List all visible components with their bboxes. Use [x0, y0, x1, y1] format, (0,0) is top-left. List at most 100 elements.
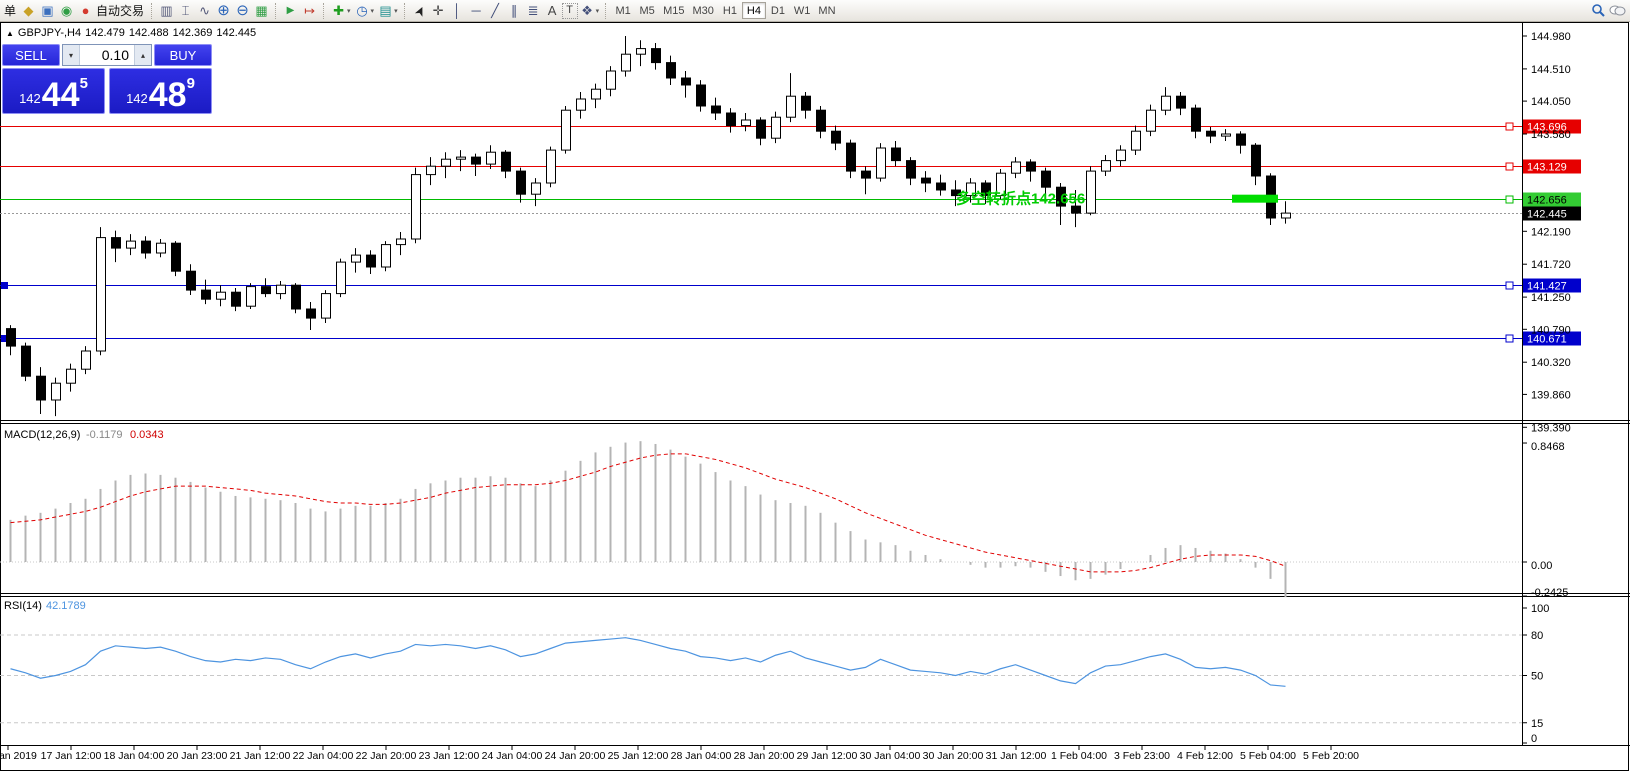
chat-icon[interactable] [1608, 2, 1627, 20]
toolbar-separator [323, 2, 325, 19]
svg-text:144.050: 144.050 [1531, 96, 1571, 108]
tile-windows-icon[interactable]: ▦ [255, 3, 268, 18]
autotrade-icon[interactable]: ● [81, 3, 90, 18]
periods-icon[interactable]: ◷ [356, 3, 368, 18]
svg-text:139.390: 139.390 [1531, 422, 1571, 434]
arrows-icon[interactable]: ❖ [581, 3, 593, 18]
svg-text:141.427: 141.427 [1527, 281, 1567, 293]
buy-button[interactable]: BUY [154, 44, 212, 66]
toolbar-separator [151, 2, 153, 19]
rsi-panel-area[interactable] [0, 599, 1521, 745]
search-icon[interactable] [1589, 2, 1608, 20]
svg-text:17 Jan 12:00: 17 Jan 12:00 [41, 750, 102, 762]
price-scale[interactable] [1522, 23, 1629, 745]
sell-price-tile[interactable]: 142 44 5 [2, 68, 105, 114]
timeframe-d1[interactable]: D1 [770, 4, 785, 17]
ohlc-open: 142.479 [85, 27, 125, 39]
rsi-panel-divider[interactable] [0, 591, 1521, 599]
svg-text:0.00: 0.00 [1531, 560, 1552, 572]
channel-icon[interactable]: ∥ [510, 3, 518, 18]
lot-size-group: ▾ 0.10 ▴ [62, 44, 152, 66]
lot-decrease-button[interactable]: ▾ [63, 45, 80, 65]
svg-text:22 Jan 04:00: 22 Jan 04:00 [293, 750, 354, 762]
sell-price-prefix: 142 [19, 91, 41, 106]
svg-text:140.671: 140.671 [1527, 334, 1567, 346]
symbol-name: GBPJPY-,H4 [17, 27, 82, 39]
trendline-icon[interactable]: ╱ [491, 3, 499, 18]
crosshair-icon[interactable]: ✛ [432, 3, 444, 18]
timeframe-h4[interactable]: H4 [741, 2, 766, 19]
svg-text:144.980: 144.980 [1531, 31, 1571, 43]
text-label-icon[interactable]: T [561, 2, 578, 19]
svg-text:80: 80 [1531, 630, 1543, 642]
bar-chart-icon[interactable]: ▥ [160, 3, 173, 18]
macd-panel-area[interactable] [0, 426, 1521, 591]
svg-text:15: 15 [1531, 718, 1543, 730]
svg-text:30 Jan 20:00: 30 Jan 20:00 [923, 750, 984, 762]
svg-text:0.0343: 0.0343 [130, 429, 164, 441]
indicators-icon[interactable]: ✚ [333, 3, 344, 18]
svg-text:31 Jan 12:00: 31 Jan 12:00 [986, 750, 1047, 762]
svg-text:142.190: 142.190 [1531, 226, 1571, 238]
line-chart-icon[interactable]: ∿ [199, 3, 210, 18]
periods-dropdown-icon[interactable]: ▾ [370, 7, 375, 15]
lot-size-input[interactable]: 0.10 [80, 45, 134, 65]
arrows-dropdown-icon[interactable]: ▾ [595, 7, 600, 15]
zoom-out-icon[interactable]: ⊖ [236, 2, 249, 19]
svg-text:多空转折点142.656: 多空转折点142.656 [956, 190, 1085, 208]
candlestick-icon[interactable]: ⌶ [181, 3, 190, 18]
symbol-bar: ▲ GBPJPY-,H4 142.479 142.488 142.369 142.445 [6, 27, 260, 39]
main-chart-area[interactable] [0, 23, 1521, 418]
timeframe-m30[interactable]: M30 [692, 4, 714, 17]
svg-text:23 Jan 12:00: 23 Jan 12:00 [419, 750, 480, 762]
toolbar-separator [403, 2, 406, 19]
svg-text:MACD(12,26,9): MACD(12,26,9) [4, 429, 80, 441]
zoom-in-icon[interactable]: ⊕ [217, 2, 230, 19]
lot-increase-button[interactable]: ▴ [134, 45, 151, 65]
ohlc-high: 142.488 [128, 27, 169, 39]
timeframe-m15[interactable]: M15 [663, 4, 685, 17]
time-scale[interactable] [0, 746, 1630, 770]
fibonacci-icon[interactable]: ≣ [527, 3, 539, 18]
svg-text:28 Jan 20:00: 28 Jan 20:00 [734, 750, 795, 762]
timeframe-w1[interactable]: W1 [793, 4, 811, 17]
signals-icon[interactable]: ◉ [60, 3, 73, 18]
horizontal-line-icon[interactable]: ─ [471, 3, 481, 18]
svg-text:141.720: 141.720 [1531, 259, 1571, 271]
svg-text:30 Jan 04:00: 30 Jan 04:00 [860, 750, 921, 762]
chart-shift-icon[interactable]: ↦ [304, 3, 315, 18]
text-icon[interactable]: A [547, 3, 557, 18]
svg-text:20 Jan 23:00: 20 Jan 23:00 [167, 750, 228, 762]
vertical-line-icon[interactable]: │ [453, 3, 462, 18]
svg-text:143.696: 143.696 [1527, 122, 1567, 134]
macd-panel-divider[interactable] [0, 418, 1521, 426]
svg-text:143.129: 143.129 [1527, 162, 1567, 174]
toolbar-separator [605, 2, 607, 19]
svg-text:140.320: 140.320 [1531, 357, 1571, 369]
auto-scroll-icon[interactable]: ▶ [286, 4, 295, 16]
orders-partial-label[interactable]: 单 [4, 4, 17, 18]
svg-text:5 Feb 20:00: 5 Feb 20:00 [1303, 750, 1359, 762]
buy-price-prefix: 142 [126, 91, 148, 106]
sell-price-sup: 5 [79, 75, 88, 92]
svg-text:24 Jan 04:00: 24 Jan 04:00 [482, 750, 543, 762]
timeframe-m5[interactable]: M5 [639, 4, 655, 17]
sell-price-big: 44 [41, 76, 80, 115]
timeframe-h1[interactable]: H1 [722, 4, 737, 17]
autotrade-button[interactable]: 自动交易 [96, 4, 145, 18]
timeframe-mn[interactable]: MN [818, 4, 836, 17]
sell-button[interactable]: SELL [2, 44, 60, 66]
templates-icon[interactable]: ▤ [379, 3, 392, 18]
svg-text:1 Feb 04:00: 1 Feb 04:00 [1051, 750, 1107, 762]
new-order-icon[interactable]: ◆ [23, 3, 34, 18]
buy-price-tile[interactable]: 142 48 9 [109, 68, 212, 114]
indicators-dropdown-icon[interactable]: ▾ [347, 7, 351, 15]
timeframe-m1[interactable]: M1 [615, 4, 631, 17]
charts-window-icon[interactable]: ▣ [41, 3, 54, 18]
svg-text:50: 50 [1531, 671, 1543, 683]
svg-text:-0.1179: -0.1179 [86, 429, 123, 441]
collapse-icon[interactable]: ▲ [6, 29, 14, 38]
svg-text:18 Jan 04:00: 18 Jan 04:00 [104, 750, 165, 762]
svg-text:100: 100 [1531, 603, 1549, 615]
templates-dropdown-icon[interactable]: ▾ [394, 7, 398, 15]
